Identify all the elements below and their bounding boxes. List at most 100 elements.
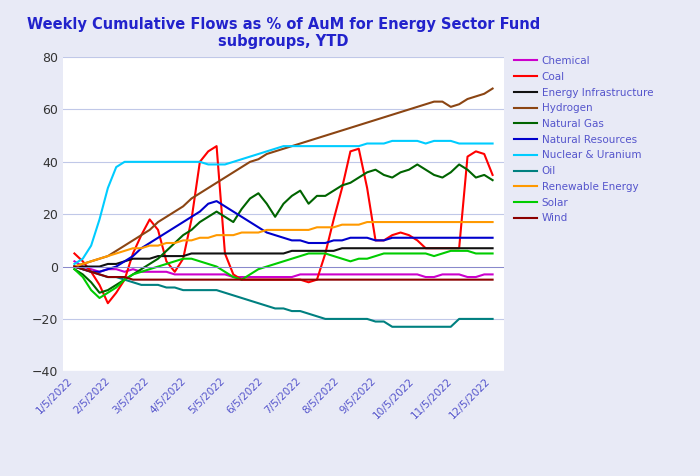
Line: Coal: Coal [74,146,493,303]
Nuclear & Uranium [196,159,204,165]
Line: Oil: Oil [74,267,493,327]
Line: Hydrogen: Hydrogen [74,89,493,267]
Coal [363,185,371,191]
Chemical [480,271,489,277]
Hydrogen [162,214,171,220]
Natural Resources [388,235,396,241]
Hydrogen [346,125,355,130]
Line: Natural Resources: Natural Resources [74,201,493,272]
Line: Energy Infrastructure: Energy Infrastructure [74,248,493,267]
Solar [447,248,455,254]
Coal [204,149,212,154]
Hydrogen [489,86,497,91]
Wind [489,277,497,283]
Solar [355,256,363,262]
Coal [171,269,179,275]
Hydrogen [480,91,489,97]
Energy Infrastructure [338,246,346,251]
Oil [196,288,204,293]
Nuclear & Uranium [162,159,171,165]
Coal [212,143,220,149]
Chemical [204,271,212,277]
Solar [171,258,179,264]
Natural Gas [480,172,489,178]
Oil [70,264,78,269]
Energy Infrastructure [489,246,497,251]
Natural Resources [70,264,78,269]
Natural Resources [220,204,229,209]
Renewable Energy [480,219,489,225]
Energy Infrastructure [196,250,204,256]
Energy Infrastructure [379,246,388,251]
Natural Gas [95,290,104,296]
Chemical [196,271,204,277]
Coal [220,250,229,256]
Line: Chemical: Chemical [74,261,493,277]
Natural Resources [212,198,220,204]
Energy Infrastructure [480,246,489,251]
Energy Infrastructure [162,253,171,259]
Nuclear & Uranium [70,261,78,267]
Line: Solar: Solar [74,251,493,298]
Wind [212,277,220,283]
Solar [70,267,78,272]
Line: Renewable Energy: Renewable Energy [74,222,493,267]
Chemical [162,269,171,275]
Chemical [379,271,388,277]
Natural Resources [363,235,371,241]
Wind [379,277,388,283]
Renewable Energy [162,240,171,246]
Energy Infrastructure [355,246,363,251]
Natural Gas [489,178,497,183]
Solar [489,250,497,256]
Oil [346,316,355,322]
Legend: Chemical, Coal, Energy Infrastructure, Hydrogen, Natural Gas, Natural Resources,: Chemical, Coal, Energy Infrastructure, H… [514,56,653,223]
Chemical [229,274,237,280]
Renewable Energy [363,219,371,225]
Natural Resources [480,235,489,241]
Solar [212,264,220,269]
Natural Gas [171,240,179,246]
Nuclear & Uranium [346,143,355,149]
Oil [371,319,379,325]
Natural Resources [204,201,212,207]
Line: Nuclear & Uranium: Nuclear & Uranium [74,141,493,264]
Wind [480,277,489,283]
Natural Resources [87,269,95,275]
Wind [129,277,137,283]
Nuclear & Uranium [480,141,489,147]
Natural Resources [171,225,179,230]
Natural Gas [70,267,78,272]
Chemical [355,271,363,277]
Coal [388,232,396,238]
Renewable Energy [346,222,355,228]
Renewable Energy [204,235,212,241]
Oil [388,324,396,329]
Line: Wind: Wind [74,267,493,280]
Wind [355,277,363,283]
Nuclear & Uranium [204,161,212,167]
Oil [162,285,171,290]
Energy Infrastructure [204,250,212,256]
Oil [480,316,489,322]
Nuclear & Uranium [388,138,396,144]
Coal [489,172,497,178]
Renewable Energy [489,219,497,225]
Wind [204,277,212,283]
Coal [480,151,489,157]
Natural Gas [379,172,388,178]
Solar [95,295,104,301]
Solar [204,261,212,267]
Natural Gas [413,161,421,167]
Solar [379,250,388,256]
Oil [489,316,497,322]
Chemical [70,258,78,264]
Nuclear & Uranium [489,141,497,147]
Chemical [489,271,497,277]
Hydrogen [70,264,78,269]
Coal [104,300,112,306]
Hydrogen [204,185,212,191]
Line: Natural Gas: Natural Gas [74,164,493,293]
Natural Gas [204,214,212,220]
Nuclear & Uranium [371,141,379,147]
